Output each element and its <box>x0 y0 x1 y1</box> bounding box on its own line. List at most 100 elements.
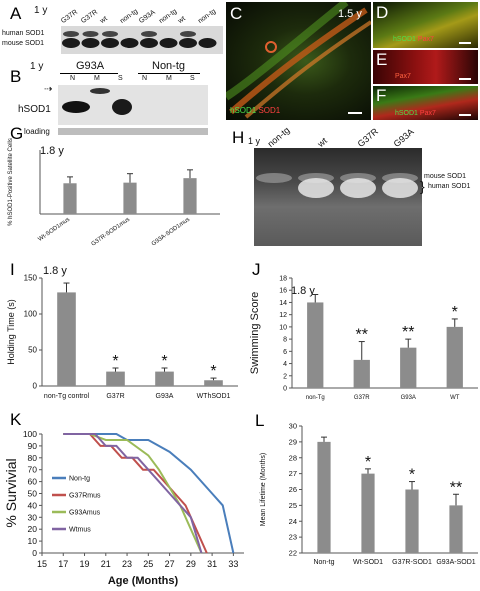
lane-label: G37R <box>79 8 99 26</box>
age-label: 1.8 y <box>40 145 64 157</box>
lane-label: S <box>118 75 123 82</box>
category-label: WThSOD1 <box>197 393 231 400</box>
band <box>256 173 292 183</box>
panel-label: H <box>232 128 245 147</box>
age-label: 1.8 y <box>43 265 67 277</box>
y-axis-label: Mean Lifetime (Months) <box>260 453 267 527</box>
y-tick-label: 22 <box>289 549 297 558</box>
panel-label: L <box>255 411 265 430</box>
stain-pax7: Pax7 <box>417 36 434 43</box>
category-label: G93A-SOD1 <box>436 559 475 566</box>
bar <box>123 182 137 214</box>
panel-d-image: D hSOD1 Pax7 <box>373 2 478 48</box>
y-tick-label: 28 <box>289 453 297 462</box>
x-tick-label: 23 <box>122 559 132 569</box>
legend-label: G37Rmus <box>69 493 101 500</box>
band <box>298 178 334 198</box>
y-tick-label: 18 <box>279 276 287 283</box>
bar-chart-g: Wt-SOD1mus G37R-SOD1mus G93A-SOD1mus % hSOD… <box>8 138 220 248</box>
panel-l: L 22 23 24 25 26 27 28 29 30 Non-tg * Wt-SOD1 * G37R-… <box>250 408 480 591</box>
band <box>90 88 110 94</box>
band <box>198 38 217 48</box>
band <box>81 38 100 48</box>
band <box>179 38 197 48</box>
legend-label: Wtmus <box>69 527 91 534</box>
y-tick-label: 29 <box>289 437 297 446</box>
significance-mark: * <box>409 467 415 484</box>
band <box>82 31 99 37</box>
band <box>340 178 376 198</box>
x-tick-label: 29 <box>186 559 196 569</box>
panel-label: A <box>10 4 22 23</box>
panel-f-image: F hSOD1 Pax7 <box>373 86 478 120</box>
x-tick-label: 17 <box>58 559 68 569</box>
age-label: 1 y <box>30 61 44 72</box>
group-underline <box>138 73 200 74</box>
y-tick-label: 26 <box>289 485 297 494</box>
legend-label: G93Amus <box>69 510 101 517</box>
group-label-g93a: G93A <box>76 60 105 72</box>
x-tick-label: 33 <box>228 559 238 569</box>
y-tick-label: 27 <box>289 469 297 478</box>
panel-label: D <box>376 3 389 22</box>
y-tick-label: 2 <box>283 373 287 380</box>
y-tick-label: 40 <box>28 500 38 510</box>
row-label-mouse: mouse SOD1 <box>2 40 45 47</box>
lane-label: M <box>94 75 100 82</box>
bar <box>183 178 197 214</box>
y-tick-label: 0 <box>283 386 287 393</box>
y-tick-label: 8 <box>283 337 287 344</box>
y-axis-label: Holding Time (s) <box>6 299 16 365</box>
band <box>180 31 196 37</box>
band <box>120 38 139 48</box>
band <box>62 38 80 48</box>
loading-blot <box>58 128 208 135</box>
bracket-icon: } <box>420 178 425 194</box>
x-tick-label: 25 <box>143 559 153 569</box>
blot-bands <box>62 31 217 48</box>
gel-image <box>254 148 422 246</box>
stain-hsod1: hSOD1 <box>230 106 257 115</box>
lane-label: G37R <box>59 8 79 26</box>
bar-chart-i: 0 50 100 150 non-Tg control * G37R * G93A * WThSOD… <box>6 274 238 400</box>
blot-image <box>58 85 208 125</box>
y-tick-label: 100 <box>24 310 38 319</box>
bar <box>449 505 463 553</box>
lane-label: non-tg <box>265 124 292 149</box>
panel-c-image: C 1.5 y hSOD1 SOD1 <box>226 2 371 120</box>
panel-b: B 1 y G93A Non-tg N M S N M S ⇢ hSOD1 loading <box>0 60 225 140</box>
band <box>140 38 158 48</box>
y-tick-label: 25 <box>289 501 297 510</box>
category-label: G93A <box>401 395 416 401</box>
band <box>112 99 132 115</box>
category-label: G37R-SOD1mus <box>91 217 132 248</box>
bar <box>400 347 417 388</box>
bar <box>317 441 331 553</box>
y-axis-label: % Survivial <box>3 458 19 527</box>
category-label: G37R-SOD1 <box>392 559 432 566</box>
y-tick-label: 100 <box>23 429 37 439</box>
bar <box>353 359 370 388</box>
band <box>102 31 118 37</box>
lane-label: G37R <box>355 126 381 149</box>
panel-label: F <box>376 86 387 105</box>
bar <box>57 292 76 386</box>
x-tick-label: 15 <box>37 559 47 569</box>
x-tick-label: 31 <box>207 559 217 569</box>
panel-a: A 1 y G37R G37R wt non-tg G93A non-tg wt non-tg… <box>0 0 225 60</box>
series-line <box>63 433 235 554</box>
y-tick-label: 70 <box>28 465 38 475</box>
lane-label: G93A <box>137 8 157 25</box>
row-label-loading: loading <box>24 127 50 136</box>
x-tick-label: 19 <box>80 559 90 569</box>
y-tick-label: 50 <box>28 346 37 355</box>
y-axis-label: Swimming Score <box>249 292 261 375</box>
y-tick-label: 0 <box>32 548 37 558</box>
band <box>63 31 79 37</box>
bar <box>446 326 463 388</box>
panel-label: J <box>252 260 261 279</box>
arrow-icon: ⇢ <box>44 84 53 95</box>
row-label-human: human SOD1 <box>428 183 471 190</box>
category-label: non-Tg <box>306 395 325 401</box>
